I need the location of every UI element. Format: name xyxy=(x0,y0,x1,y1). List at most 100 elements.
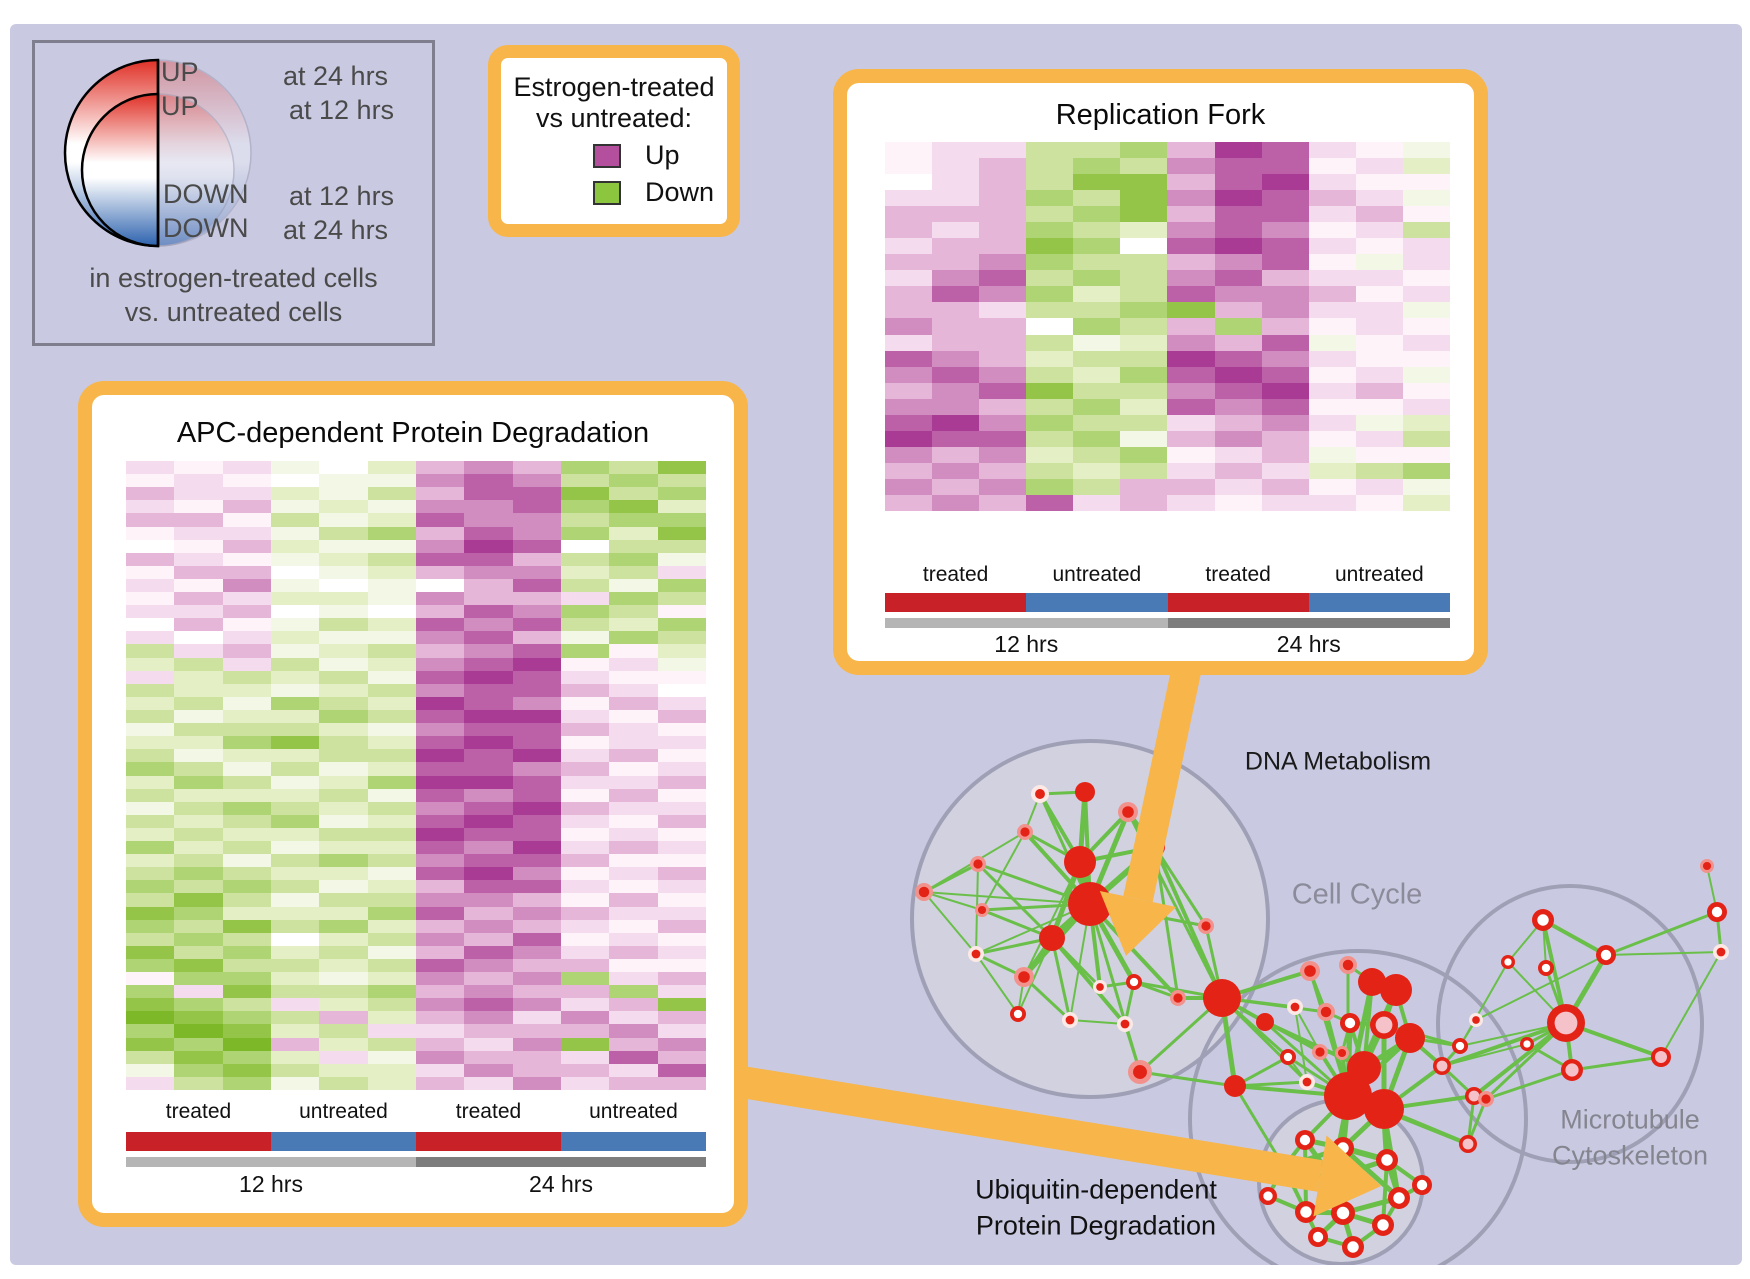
heatmap-cell xyxy=(464,526,513,540)
heatmap-cell xyxy=(1167,222,1215,239)
heatmap-cell xyxy=(270,736,320,750)
heatmap-cell xyxy=(932,398,980,415)
heatmap-cell xyxy=(367,592,416,606)
heatmap-cell xyxy=(319,749,368,763)
heatmap-cell xyxy=(1026,270,1074,287)
heatmap-cell xyxy=(1261,318,1309,335)
heatmap-cell xyxy=(415,696,465,710)
heatmap-cell xyxy=(126,801,175,815)
heatmap-cell xyxy=(464,683,513,697)
gene-node-white-core xyxy=(1381,1154,1393,1166)
heatmap-cell xyxy=(367,500,416,514)
heatmap-cell xyxy=(319,919,368,933)
heatmap-cell xyxy=(1167,158,1215,175)
heatmap-cell xyxy=(319,1050,368,1064)
decoder-word-up-12: UP xyxy=(161,91,199,121)
gene-node-pink-core xyxy=(1565,1063,1579,1077)
heatmap-cell xyxy=(560,985,610,999)
cluster-label-microtubule-cytoskeleton: Cytoskeleton xyxy=(1551,1140,1709,1171)
network-edge xyxy=(1220,996,1309,1084)
time-label: 24 hrs xyxy=(1276,631,1341,657)
heatmap-cell xyxy=(1167,350,1215,367)
heatmap-cell xyxy=(1402,446,1450,463)
apc-time-bars xyxy=(126,1157,706,1167)
gene-node-white-core xyxy=(1263,1191,1273,1201)
cluster-ellipse-microtubule-cytoskeleton xyxy=(1436,884,1704,1164)
heatmap-cell xyxy=(126,762,175,776)
heatmap-cell xyxy=(1073,350,1121,367)
heatmap-cell xyxy=(126,578,175,593)
heatmap-cell xyxy=(1355,350,1403,367)
heatmap-cell xyxy=(319,801,368,815)
heatmap-cell xyxy=(932,286,980,303)
heatmap-cell xyxy=(932,478,980,495)
heatmap-cell xyxy=(174,854,223,868)
heatmap-cell xyxy=(1073,142,1121,159)
heatmap-cell xyxy=(609,696,658,710)
heatmap-cell xyxy=(1073,238,1121,255)
decoder-time-12b: at 12 hrs xyxy=(289,181,395,211)
heatmap-cell xyxy=(932,222,980,239)
heatmap-cell xyxy=(319,605,368,619)
heatmap-cell xyxy=(415,736,465,750)
heatmap-cell xyxy=(126,657,175,671)
gene-node-solid xyxy=(1380,974,1412,1006)
heatmap-cell xyxy=(367,945,416,959)
heatmap-cell xyxy=(657,605,706,619)
heatmap-cell xyxy=(657,1024,706,1038)
rf-time-labels: 12 hrs 24 hrs xyxy=(885,631,1450,658)
figure-background: DNA Metabolism Cell Cycle Microtubule Cytos… xyxy=(10,24,1742,1265)
heatmap-cell xyxy=(512,696,561,710)
heatmap-cell xyxy=(270,998,320,1012)
heatmap-cell xyxy=(657,880,706,894)
heatmap-cell xyxy=(174,985,223,999)
heatmap-cell xyxy=(1261,382,1309,399)
heatmap-cell xyxy=(367,1037,416,1051)
heatmap-cell xyxy=(415,592,465,606)
heatmap-cell xyxy=(512,670,561,684)
heatmap-cell xyxy=(174,461,223,475)
heatmap-cell xyxy=(1308,366,1356,383)
heatmap-cell xyxy=(657,1011,706,1025)
treatment-bar xyxy=(1026,593,1168,612)
heatmap-cell xyxy=(1355,254,1403,271)
heatmap-cell xyxy=(560,775,610,789)
heatmap-cell xyxy=(464,1024,513,1038)
heatmap-cell xyxy=(1026,382,1074,399)
heatmap-cell xyxy=(609,539,658,553)
heatmap-cell xyxy=(1167,382,1215,399)
heatmap-cell xyxy=(979,430,1027,447)
heatmap-cell xyxy=(1120,334,1168,351)
gene-node-core xyxy=(1342,959,1354,971)
heatmap-cell xyxy=(560,827,610,842)
heatmap-cell xyxy=(126,487,175,501)
heatmap-cell xyxy=(319,565,368,579)
heatmap-cell xyxy=(367,775,416,789)
heatmap-cell xyxy=(319,644,368,658)
heatmap-cell xyxy=(512,775,561,789)
network-edge xyxy=(975,953,1019,1015)
gene-node-core xyxy=(1133,1065,1147,1079)
heatmap-cell xyxy=(1261,414,1309,431)
heatmap-cell xyxy=(1261,462,1309,479)
heatmap-cell xyxy=(222,893,271,907)
heatmap-cell xyxy=(270,893,320,907)
gene-node-white-core xyxy=(1541,963,1551,973)
heatmap-cell xyxy=(1120,478,1168,495)
heatmap-cell xyxy=(464,657,513,671)
heatmap-cell xyxy=(657,736,706,750)
heatmap-cell xyxy=(932,270,980,287)
heatmap-cell xyxy=(222,683,271,697)
heatmap-cell xyxy=(126,631,175,645)
heatmap-cell xyxy=(126,513,175,527)
heatmap-cell xyxy=(1026,494,1074,511)
heatmap-cell xyxy=(222,736,271,750)
heatmap-cell xyxy=(222,958,271,973)
heatmap-cell xyxy=(464,841,513,855)
network-edge xyxy=(1475,954,1607,1021)
heatmap-cell xyxy=(464,1050,513,1064)
heatmap-cell xyxy=(657,657,706,671)
heatmap-cell xyxy=(1073,158,1121,175)
heatmap-cell xyxy=(367,578,416,593)
heatmap-cell xyxy=(1402,334,1450,351)
